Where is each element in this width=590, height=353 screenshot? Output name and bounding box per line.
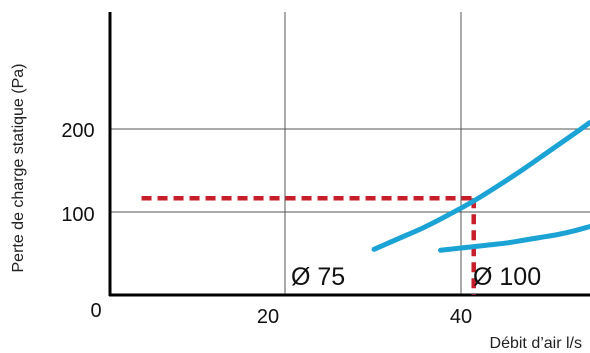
x-tick-label-20: 20 — [257, 306, 279, 328]
y-tick-label-100: 100 — [61, 204, 94, 226]
series-lines — [371, 119, 590, 253]
y-tick-label-200: 200 — [61, 120, 94, 142]
axis-titles: Perte de charge statique (Pa) Débit d’ai… — [10, 63, 582, 352]
x-tick-label-40: 40 — [450, 306, 472, 328]
y-axis-title: Perte de charge statique (Pa) — [10, 63, 27, 272]
y-tick-label-0: 0 — [90, 300, 101, 322]
axes — [108, 12, 590, 297]
series-line-d100 — [438, 224, 590, 253]
series-label-d100: Ø 100 — [473, 263, 541, 291]
x-axis-title: Débit d’air l/s — [490, 335, 582, 352]
series-labels: Ø 75 Ø 100 — [291, 263, 541, 291]
grid — [110, 12, 590, 295]
series-line-d75 — [371, 119, 590, 252]
tick-labels: 200 100 0 20 40 — [61, 120, 472, 328]
series-label-d75: Ø 75 — [291, 263, 345, 291]
